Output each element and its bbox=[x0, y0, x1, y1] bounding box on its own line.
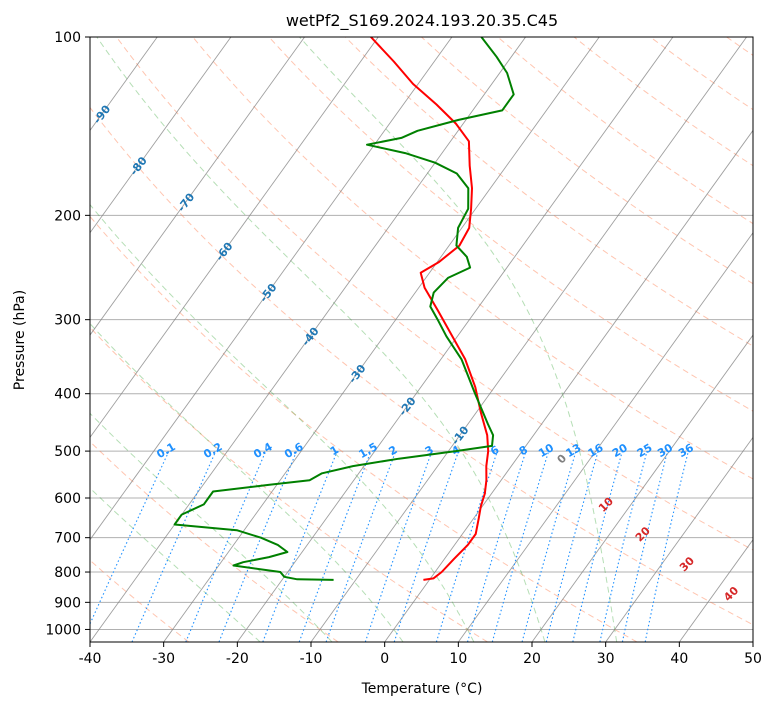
mixing-ratio-line bbox=[491, 450, 550, 642]
dry-adiabat-line bbox=[268, 37, 753, 412]
plot-frame bbox=[89, 36, 754, 643]
moist-adiabat-line bbox=[299, 37, 618, 642]
dry-adiabat-line bbox=[90, 106, 753, 626]
y-tick-label: 500 bbox=[54, 444, 81, 460]
x-tick-label: -40 bbox=[79, 651, 102, 667]
y-tick-label: 600 bbox=[54, 491, 81, 507]
isotherm-line bbox=[384, 129, 753, 642]
isotherm-line bbox=[90, 37, 453, 541]
mixing-ratio-line bbox=[435, 450, 498, 642]
mixing-ratio-line bbox=[90, 450, 170, 626]
moist-adiabat-line bbox=[90, 203, 475, 642]
isotherm-line bbox=[90, 37, 305, 336]
isotherm-line bbox=[310, 37, 747, 642]
mixing-ratio-label: 30 bbox=[655, 441, 675, 460]
mixing-ratio-label: 36 bbox=[676, 441, 696, 460]
mixing-ratio-label: 16 bbox=[586, 441, 606, 460]
mixing-ratio-line bbox=[572, 450, 623, 642]
mixing-ratio-line bbox=[521, 450, 577, 642]
y-tick-label: 1000 bbox=[45, 622, 81, 638]
mixing-ratio-line bbox=[621, 450, 669, 642]
isotherm-line bbox=[90, 37, 526, 642]
isotherm-line bbox=[678, 538, 753, 642]
mixing-ratio-line bbox=[644, 450, 689, 642]
mixing-ratio-line bbox=[364, 450, 433, 642]
isotherm-label: -50 bbox=[257, 281, 280, 305]
mixing-ratio-line bbox=[325, 450, 397, 642]
moist-adiabat-line bbox=[96, 37, 546, 642]
isotherm-label: -20 bbox=[396, 394, 419, 418]
dry-adiabat-line bbox=[573, 37, 753, 167]
isotherm-line bbox=[605, 436, 753, 642]
dry-adiabat-line bbox=[90, 326, 488, 642]
y-tick-label: 300 bbox=[54, 313, 81, 329]
mixing-ratio-label: 13 bbox=[564, 441, 584, 460]
isotherm-label: -100 bbox=[53, 47, 80, 77]
axis-ticks: -40 -30 -20 -10 0 10 20 30 40 5010020030040050060… bbox=[45, 30, 762, 667]
isotherm-line bbox=[531, 334, 753, 642]
mixing-ratio-label: 0.2 bbox=[201, 440, 224, 461]
mixing-ratio-label: 0.6 bbox=[282, 440, 306, 461]
moist-adiabat-line bbox=[90, 487, 261, 642]
x-tick-label: 10 bbox=[449, 651, 467, 667]
dry-adiabat-line bbox=[650, 37, 753, 111]
isotherm-label: -30 bbox=[346, 362, 369, 386]
x-axis-title: Temperature (°C) bbox=[361, 681, 483, 697]
y-tick-label: 800 bbox=[54, 565, 81, 581]
x-tick-label: 20 bbox=[523, 651, 541, 667]
isotherm-line bbox=[163, 37, 600, 642]
dry-adiabat-label: 30 bbox=[677, 554, 697, 574]
y-tick-label: 900 bbox=[54, 595, 81, 611]
isotherm-line bbox=[90, 37, 232, 234]
x-tick-label: 50 bbox=[744, 651, 762, 667]
dry-adiabat-line bbox=[116, 37, 753, 551]
isotherm-line bbox=[90, 37, 379, 439]
mixing-ratio-label: 25 bbox=[635, 441, 655, 460]
mixing-ratio-line bbox=[185, 450, 267, 642]
x-tick-label: 0 bbox=[380, 651, 389, 667]
mixing-ratio-line bbox=[466, 450, 527, 642]
mixing-ratio-label: 0.1 bbox=[154, 440, 177, 461]
mixing-ratio-label: 1.5 bbox=[357, 440, 380, 461]
mixing-ratio-line bbox=[545, 450, 599, 642]
mixing-ratio-line bbox=[262, 450, 338, 642]
y-tick-label: 200 bbox=[54, 208, 81, 224]
y-axis-title: Pressure (hPa) bbox=[12, 290, 28, 390]
y-tick-label: 700 bbox=[54, 531, 81, 547]
dry-adiabat-label: 20 bbox=[633, 524, 653, 544]
x-tick-label: -10 bbox=[300, 651, 323, 667]
temperature-profile-line bbox=[370, 37, 490, 581]
dry-adiabat-label: 10 bbox=[596, 494, 616, 514]
x-tick-label: 40 bbox=[670, 651, 688, 667]
x-tick-label: 30 bbox=[597, 651, 615, 667]
dry-adiabat-line bbox=[192, 37, 753, 480]
y-tick-label: 400 bbox=[54, 387, 81, 403]
isotherm-label: -40 bbox=[299, 324, 322, 348]
y-tick-label: 100 bbox=[54, 30, 81, 46]
mixing-ratio-line bbox=[599, 450, 648, 642]
x-tick-label: -30 bbox=[152, 651, 175, 667]
mixing-ratio-label: 0.4 bbox=[251, 440, 275, 461]
mixing-ratio-line bbox=[393, 450, 460, 642]
mixing-ratio-line bbox=[131, 450, 217, 642]
isotherm-line bbox=[752, 641, 753, 642]
dry-adiabat-line bbox=[726, 37, 753, 56]
dry-adiabat-line bbox=[421, 37, 753, 285]
moist-adiabat-line bbox=[90, 322, 404, 642]
isotherm-line bbox=[457, 231, 753, 642]
x-tick-label: -20 bbox=[226, 651, 249, 667]
chart-title: wetPf2_S169.2024.193.20.35.C45 bbox=[286, 11, 558, 31]
isotherm-label: -10 bbox=[449, 423, 472, 447]
dewpoint-profile-line bbox=[173, 37, 515, 581]
isotherm-label: -70 bbox=[175, 190, 198, 214]
plot-area: 0.1 0.2 0.4 0.6 1 1.5 2 3 4 6 8 10 13 16 20 25 30 36-100-… bbox=[0, 37, 753, 642]
mixing-ratio-label: 20 bbox=[610, 441, 630, 460]
isotherm-label: -60 bbox=[213, 240, 236, 264]
dry-adiabat-line bbox=[344, 37, 753, 347]
dry-adiabat-line bbox=[497, 37, 753, 225]
dry-adiabat-label: 40 bbox=[721, 584, 741, 604]
isotherm-line bbox=[0, 37, 10, 642]
isotherm-label: -90 bbox=[91, 102, 114, 126]
